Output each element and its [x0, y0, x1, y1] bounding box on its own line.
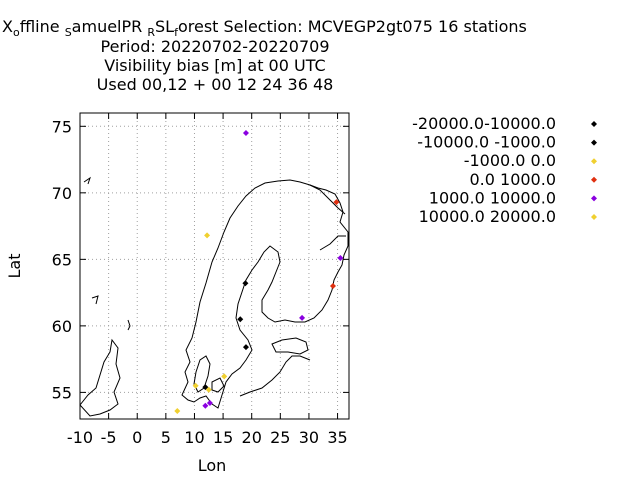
station-point — [242, 280, 248, 286]
legend-marker — [591, 177, 597, 183]
coastline-kola — [310, 185, 345, 214]
axis-ticks: -10 -5 0 5 10 15 20 25 30 35 55 60 65 70 75 — [52, 113, 349, 447]
station-point — [193, 383, 199, 389]
legend-label: 10000.0 20000.0 — [419, 207, 556, 226]
legend-label: 0.0 1000.0 — [469, 170, 556, 189]
legend-marker — [591, 140, 597, 146]
title-part: S — [65, 26, 72, 39]
x-tick-label: 0 — [132, 428, 142, 447]
coastline-jan-mayen — [84, 178, 90, 184]
title-part: SL — [155, 17, 174, 36]
coastline — [80, 178, 348, 416]
station-point — [204, 232, 210, 238]
x-axis-label: Lon — [198, 456, 227, 475]
x-tick-label: 25 — [270, 428, 290, 447]
coastline-faroe — [92, 296, 98, 304]
x-tick-label: 35 — [327, 428, 347, 447]
legend-marker — [591, 121, 597, 127]
x-tick-label: -10 — [67, 428, 93, 447]
legend-marker — [591, 195, 597, 201]
y-tick-label: 60 — [52, 317, 72, 336]
station-point — [207, 400, 213, 406]
station-point — [330, 283, 336, 289]
x-tick-label: 10 — [184, 428, 204, 447]
x-tick-label: 15 — [213, 428, 233, 447]
station-point — [174, 408, 180, 414]
coastline-britain — [80, 340, 120, 416]
x-tick-label: 30 — [299, 428, 319, 447]
legend-label: -10000.0 -1000.0 — [417, 133, 556, 152]
y-tick-label: 70 — [52, 184, 72, 203]
coastline-shetland — [128, 320, 130, 330]
title-line-2: Period: 20220702-20220709 — [100, 37, 329, 56]
coastline-scandinavia — [182, 180, 348, 408]
coastline-white-sea — [320, 236, 346, 250]
legend-label: -20000.0-10000.0 — [412, 114, 556, 133]
station-point — [243, 130, 249, 136]
station-point — [299, 315, 305, 321]
title-part: ffline — [20, 17, 65, 36]
x-tick-label: -5 — [101, 428, 117, 447]
title-part: orest Selection: MCVEGP2gt075 16 station… — [178, 17, 527, 36]
y-axis-label: Lat — [5, 254, 24, 279]
station-point — [243, 344, 249, 350]
grid — [80, 113, 349, 419]
title-line-1: Xoffline SamuelPR RSLforest Selection: M… — [2, 17, 527, 39]
station-point — [221, 373, 227, 379]
coastline-baltic-south — [240, 356, 310, 396]
y-tick-label: 75 — [52, 117, 72, 136]
legend-marker — [591, 158, 597, 164]
x-tick-label: 20 — [242, 428, 262, 447]
coastline-zealand — [212, 378, 224, 392]
y-tick-label: 55 — [52, 383, 72, 402]
y-tick-label: 65 — [52, 250, 72, 269]
station-points — [174, 130, 343, 414]
title-part: amuelPR — [72, 17, 148, 36]
title-line-4: Used 00,12 + 00 12 24 36 48 — [97, 75, 334, 94]
title-line-3: Visibility bias [m] at 00 UTC — [104, 56, 325, 75]
legend-marker — [591, 214, 597, 220]
legend: -20000.0-10000.0-10000.0 -1000.0-1000.0 … — [412, 114, 597, 226]
station-point — [237, 316, 243, 322]
legend-label: -1000.0 0.0 — [464, 151, 556, 170]
title-part: X — [2, 17, 13, 36]
station-point — [202, 403, 208, 409]
x-tick-label: 5 — [161, 428, 171, 447]
coastline-estonia — [272, 338, 308, 354]
legend-label: 1000.0 10000.0 — [429, 188, 556, 207]
